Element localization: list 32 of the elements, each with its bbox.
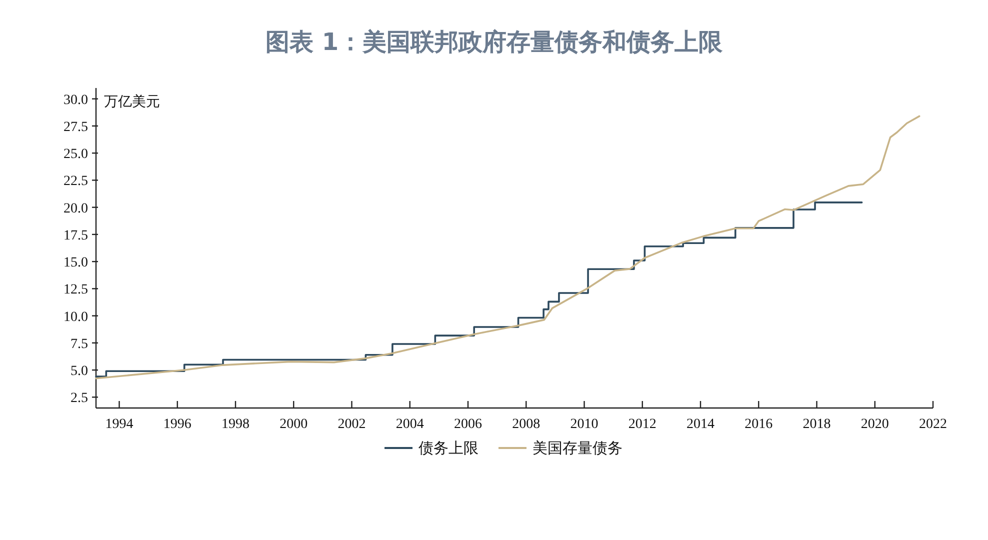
y-tick-label: 2.5 — [70, 391, 88, 406]
x-tick-label: 2000 — [280, 417, 308, 432]
x-tick-label: 2012 — [628, 417, 656, 432]
x-tick-label: 2020 — [860, 417, 889, 432]
x-tick-label: 2016 — [744, 417, 773, 432]
x-tick-label: 1994 — [105, 417, 134, 432]
y-tick-label: 25.0 — [64, 147, 88, 162]
legend-label: 美国存量债务 — [532, 440, 622, 457]
y-tick-label: 27.5 — [64, 120, 88, 135]
x-tick-label: 1998 — [222, 417, 250, 432]
x-tick-label: 2004 — [396, 417, 424, 432]
x-tick-label: 2002 — [338, 417, 366, 432]
y-axis-title: 万亿美元 — [104, 94, 160, 110]
chart-title: 图表 1：美国联邦政府存量债务和债务上限 — [265, 28, 724, 56]
y-tick-label: 22.5 — [64, 174, 88, 190]
y-tick-label: 5.0 — [70, 364, 88, 380]
y-tick-label: 30.0 — [64, 92, 88, 108]
y-tick-label: 7.5 — [70, 336, 88, 352]
x-tick-label: 2022 — [919, 417, 947, 432]
x-tick-label: 2014 — [686, 417, 714, 432]
x-tick-label: 1996 — [163, 417, 192, 432]
y-tick-label: 15.0 — [64, 256, 88, 271]
line-series — [95, 115, 920, 380]
y-tick-label: 20.0 — [64, 201, 88, 216]
x-tick-label: 2008 — [512, 417, 540, 432]
x-tick-label: 2006 — [454, 417, 482, 432]
legend-label: 债务上限 — [418, 440, 478, 457]
y-tick-label: 17.5 — [64, 228, 88, 244]
y-tick-label: 12.5 — [64, 282, 88, 298]
y-tick-label: 10.0 — [64, 310, 88, 325]
x-tick-label: 2018 — [802, 417, 831, 432]
x-tick-label: 2010 — [570, 417, 598, 432]
